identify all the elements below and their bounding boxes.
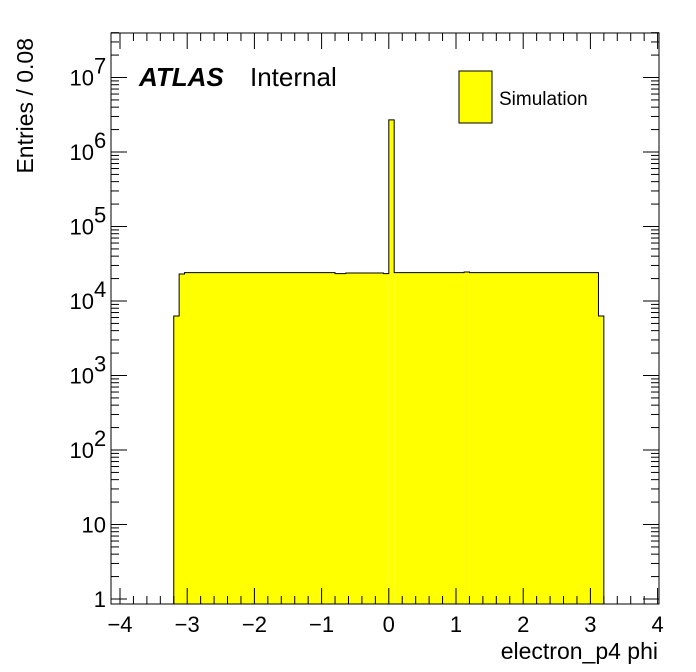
y-tick-exponent: 7 xyxy=(94,54,106,79)
histogram-bar xyxy=(179,274,185,604)
histogram-bar xyxy=(173,315,180,604)
x-tick-label: −4 xyxy=(107,612,132,637)
atlas-label: ATLAS xyxy=(138,62,224,92)
histogram-bar xyxy=(469,272,599,604)
histogram-bar xyxy=(345,272,384,604)
x-tick-labels: −4 −3 −2 −1 0 1 2 3 4 xyxy=(107,612,663,637)
y-tick-label: 10 xyxy=(82,513,106,538)
y-tick-exponent: 3 xyxy=(94,352,106,377)
y-tick-exponent: 4 xyxy=(94,277,106,302)
legend-label-simulation: Simulation xyxy=(499,89,588,110)
plot-frame xyxy=(110,32,660,605)
histogram-bar xyxy=(184,272,336,604)
x-tick-label: 2 xyxy=(517,612,529,637)
y-tick-label: 10 xyxy=(70,215,94,240)
y-tick-label: 10 xyxy=(70,140,94,165)
x-tick-label: 1 xyxy=(450,612,462,637)
histogram-bar xyxy=(335,273,346,604)
x-axis-title: electron_p4 phi xyxy=(501,638,658,664)
y-tick-label: 10 xyxy=(70,364,94,389)
histogram-bar xyxy=(388,119,395,604)
x-tick-label: 0 xyxy=(383,612,395,637)
histogram-bar xyxy=(598,315,604,604)
histogram-outline xyxy=(173,119,605,604)
x-tick-label: −2 xyxy=(242,612,267,637)
y-tick-label: 1 xyxy=(94,587,106,612)
y-tick-exponent: 2 xyxy=(94,426,106,451)
histogram-bars xyxy=(173,119,605,604)
legend: Simulation xyxy=(458,70,588,124)
histogram-bar xyxy=(394,272,465,604)
axis-ticks xyxy=(111,32,659,604)
y-axis-title: Entries / 0.08 xyxy=(12,38,38,174)
x-tick-label: −1 xyxy=(309,612,334,637)
y-tick-exponent: 6 xyxy=(94,128,106,153)
x-tick-label: −3 xyxy=(175,612,200,637)
histogram-bar xyxy=(383,273,389,604)
legend-swatch xyxy=(458,70,493,124)
histogram-bar xyxy=(464,272,470,604)
y-tick-exponent: 5 xyxy=(94,203,106,228)
x-tick-label: 4 xyxy=(651,612,663,637)
x-tick-label: 3 xyxy=(584,612,596,637)
y-tick-label: 10 xyxy=(70,66,94,91)
y-tick-label: 10 xyxy=(70,289,94,314)
y-tick-label: 10 xyxy=(70,438,94,463)
internal-label: Internal xyxy=(250,62,337,92)
